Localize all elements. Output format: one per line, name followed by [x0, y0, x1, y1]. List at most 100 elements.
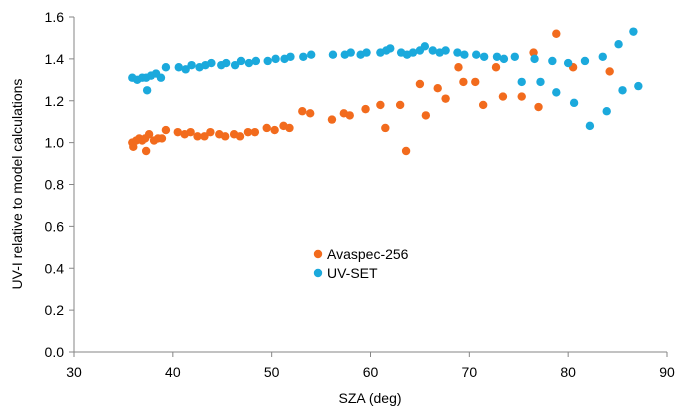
data-point: [441, 94, 450, 103]
data-point: [142, 86, 152, 95]
data-point: [327, 115, 337, 124]
data-point: [530, 54, 539, 64]
data-point: [585, 121, 595, 131]
data-point: [376, 100, 385, 110]
y-axis-title: UV-I relative to model calculations: [9, 79, 25, 290]
data-series: [128, 27, 643, 156]
data-point: [498, 92, 508, 101]
data-point: [173, 127, 182, 137]
data-point: [510, 52, 519, 61]
data-point: [534, 102, 543, 112]
data-point: [386, 44, 395, 53]
data-point: [479, 52, 489, 61]
data-point: [492, 52, 502, 61]
data-point: [262, 123, 271, 133]
data-point: [221, 132, 230, 141]
series-avaspec-256: [128, 29, 614, 156]
y-tick-label: 0.2: [45, 302, 65, 318]
x-axis-title: SZA (deg): [338, 390, 401, 406]
data-point: [634, 81, 643, 91]
data-point: [420, 42, 430, 51]
legend-label-avaspec: Avaspec-256: [327, 246, 409, 262]
data-point: [548, 56, 557, 66]
data-point: [144, 130, 154, 139]
data-point: [569, 98, 579, 108]
data-point: [230, 60, 240, 70]
data-point: [605, 67, 614, 76]
x-tick-label: 60: [363, 364, 379, 380]
data-point: [421, 111, 431, 120]
data-point: [499, 54, 509, 64]
data-point: [346, 48, 355, 57]
data-point: [263, 56, 272, 66]
x-tick-label: 40: [165, 364, 181, 380]
data-point: [629, 27, 638, 36]
y-tick-label: 1.6: [45, 9, 65, 25]
data-point: [602, 107, 611, 116]
y-tick-label: 0.0: [45, 344, 65, 360]
data-point: [174, 63, 183, 72]
data-point: [187, 60, 196, 70]
data-point: [181, 65, 190, 74]
data-point: [244, 58, 254, 68]
data-point: [307, 50, 316, 59]
data-point: [563, 58, 573, 68]
x-axis-ticks: 30 40 50 60 70 80 90: [66, 352, 675, 380]
x-tick-label: 80: [560, 364, 576, 380]
y-tick-label: 0.4: [45, 260, 65, 276]
data-point: [186, 127, 195, 137]
data-point: [428, 46, 437, 55]
data-point: [251, 56, 261, 66]
data-point: [156, 73, 166, 82]
data-point: [129, 142, 138, 152]
data-point: [236, 56, 246, 66]
data-point: [161, 63, 171, 72]
data-point: [270, 125, 279, 135]
data-point: [206, 127, 215, 137]
data-point: [361, 104, 370, 114]
y-tick-label: 1.4: [45, 51, 65, 67]
data-point: [491, 63, 501, 72]
data-point: [536, 77, 545, 87]
data-point: [401, 146, 411, 156]
y-axis-ticks: 0.0 0.2 0.4 0.6 0.8 1.0 1.2 1.4 1.6: [45, 9, 74, 360]
x-tick-label: 90: [659, 364, 675, 380]
x-tick-label: 70: [462, 364, 478, 380]
legend-marker-avaspec: [313, 249, 323, 259]
data-point: [529, 48, 538, 57]
data-point: [207, 58, 216, 68]
data-point: [222, 58, 231, 68]
data-point: [299, 52, 308, 61]
data-point: [433, 83, 442, 93]
data-point: [345, 111, 354, 120]
data-point: [200, 132, 209, 141]
x-tick-label: 50: [264, 364, 280, 380]
y-tick-label: 1.0: [45, 135, 65, 151]
legend-marker-uvset: [313, 268, 323, 278]
data-point: [517, 92, 526, 101]
data-point: [614, 40, 623, 49]
data-point: [472, 50, 481, 59]
data-point: [408, 48, 418, 57]
data-point: [580, 56, 590, 66]
y-tick-label: 0.8: [45, 177, 65, 193]
data-point: [298, 107, 307, 116]
data-point: [552, 88, 561, 97]
data-point: [306, 109, 315, 118]
data-point: [454, 63, 463, 72]
data-point: [453, 48, 462, 57]
data-point: [598, 52, 607, 61]
data-point: [250, 127, 260, 137]
data-point: [286, 52, 295, 61]
data-point: [460, 50, 469, 59]
data-point: [415, 79, 425, 89]
series-uv-set: [128, 27, 643, 131]
data-point: [618, 86, 627, 95]
data-point: [271, 54, 280, 64]
data-point: [395, 100, 405, 110]
data-point: [459, 77, 468, 87]
data-point: [328, 50, 338, 59]
data-point: [517, 77, 526, 87]
data-point: [161, 125, 171, 135]
